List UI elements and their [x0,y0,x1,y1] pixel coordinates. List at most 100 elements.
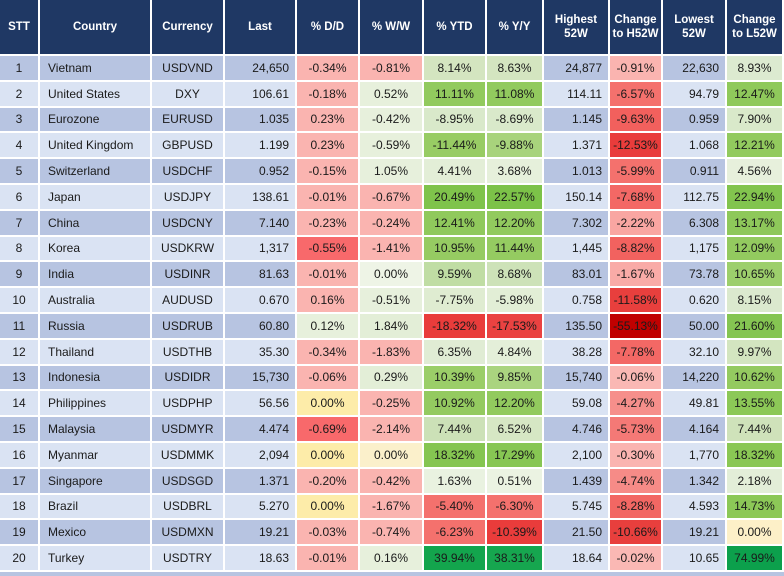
cell-ytd: -18.32% [424,313,487,340]
cell-low: 14,220 [663,365,727,392]
cell-dd: 0.23% [297,133,360,160]
cell-chg_l: 10.65% [727,262,784,289]
table-row: 18 Brazil USDBRL 5.270 0.00% -1.67% -5.40% -6.3… [0,494,784,521]
cell-yy: 6.52% [487,417,544,443]
column-header-yy: % Y/Y [487,0,544,56]
cell-chg_l: 8.15% [727,288,784,314]
cell-ww: -0.81% [360,56,424,82]
cell-high: 1.439 [544,468,610,495]
table-row: 14 Philippines USDPHP 56.56 0.00% -0.25% 10.92… [0,391,784,418]
cell-chg_h: -0.30% [610,442,663,469]
cell-stt: 14 [0,391,40,418]
cell-stt: 9 [0,262,40,289]
cell-ytd: -8.95% [424,107,487,134]
cell-high: 2,100 [544,442,610,469]
column-header-country: Country [40,0,152,56]
cell-ww: -0.74% [360,520,424,547]
cell-high: 135.50 [544,313,610,340]
cell-yy: -10.39% [487,520,544,547]
table-row: 8 Korea USDKRW 1,317 -0.55% -1.41% 10.95% 11.44… [0,236,784,263]
cell-chg_l: 74.99% [727,546,784,572]
cell-yy: -17.53% [487,313,544,340]
cell-yy: 11.08% [487,81,544,108]
cell-chg_l: 12.47% [727,81,784,108]
cell-low: 49.81 [663,391,727,418]
cell-high: 5.745 [544,494,610,521]
cell-chg_l: 9.97% [727,339,784,366]
cell-high: 1.371 [544,133,610,160]
cell-low: 4.593 [663,494,727,521]
cell-chg_h: -8.82% [610,236,663,263]
cell-ytd: -5.40% [424,494,487,521]
cell-high: 59.08 [544,391,610,418]
cell-last: 0.952 [225,159,297,185]
cell-ytd: 9.59% [424,262,487,289]
cell-chg_h: -1.67% [610,262,663,289]
cell-currency: USDMXN [152,520,225,547]
cell-yy: 9.85% [487,365,544,392]
cell-chg_h: -5.99% [610,159,663,185]
cell-chg_l: 13.17% [727,210,784,237]
cell-ytd: 18.32% [424,442,487,469]
cell-high: 150.14 [544,184,610,211]
cell-yy: 0.51% [487,468,544,495]
cell-chg_h: -8.28% [610,494,663,521]
cell-ww: -1.67% [360,494,424,521]
cell-ytd: 6.35% [424,339,487,366]
cell-high: 4.746 [544,417,610,443]
cell-ww: 0.29% [360,365,424,392]
cell-country: Myanmar [40,442,152,469]
cell-chg_l: 18.32% [727,442,784,469]
cell-currency: GBPUSD [152,133,225,160]
cell-currency: USDVND [152,56,225,82]
cell-country: Singapore [40,468,152,495]
cell-ww: -0.51% [360,288,424,314]
cell-chg_l: 12.21% [727,133,784,160]
cell-chg_h: -4.74% [610,468,663,495]
cell-chg_l: 10.62% [727,365,784,392]
cell-low: 112.75 [663,184,727,211]
cell-last: 1.371 [225,468,297,495]
cell-ww: 1.05% [360,159,424,185]
cell-dd: -0.18% [297,81,360,108]
cell-ww: -0.42% [360,107,424,134]
cell-dd: -0.69% [297,417,360,443]
cell-ytd: 10.95% [424,236,487,263]
cell-stt: 18 [0,494,40,521]
cell-dd: -0.34% [297,339,360,366]
cell-chg_h: -5.73% [610,417,663,443]
cell-low: 0.620 [663,288,727,314]
table-row: 13 Indonesia USDIDR 15,730 -0.06% 0.29% 10.39%… [0,365,784,392]
cell-ytd: -11.44% [424,133,487,160]
table-row: 12 Thailand USDTHB 35.30 -0.34% -1.83% 6.35% 4.… [0,339,784,366]
cell-stt: 13 [0,365,40,392]
cell-dd: -0.20% [297,468,360,495]
cell-stt: 12 [0,339,40,366]
cell-high: 24,877 [544,56,610,82]
cell-chg_h: -2.22% [610,210,663,237]
cell-last: 106.61 [225,81,297,108]
cell-dd: -0.23% [297,210,360,237]
cell-dd: 0.00% [297,442,360,469]
table-row: 10 Australia AUDUSD 0.670 0.16% -0.51% -7.75% -… [0,288,784,314]
table-row: 4 United Kingdom GBPUSD 1.199 0.23% -0.59% -11… [0,133,784,160]
table-row: 1 Vietnam USDVND 24,650 -0.34% -0.81% 8.14% 8.6… [0,56,784,82]
cell-dd: -0.01% [297,546,360,572]
cell-chg_h: -9.63% [610,107,663,134]
cell-low: 19.21 [663,520,727,547]
cell-low: 50.00 [663,313,727,340]
cell-chg_l: 4.56% [727,159,784,185]
cell-last: 56.56 [225,391,297,418]
cell-chg_h: -0.06% [610,365,663,392]
cell-last: 4.474 [225,417,297,443]
cell-stt: 15 [0,417,40,443]
cell-chg_l: 12.09% [727,236,784,263]
cell-ww: -0.42% [360,468,424,495]
cell-last: 138.61 [225,184,297,211]
cell-yy: -9.88% [487,133,544,160]
cell-yy: -8.69% [487,107,544,134]
cell-ytd: 20.49% [424,184,487,211]
cell-chg_h: -4.27% [610,391,663,418]
next-row-sliver [0,571,784,576]
cell-yy: 11.44% [487,236,544,263]
